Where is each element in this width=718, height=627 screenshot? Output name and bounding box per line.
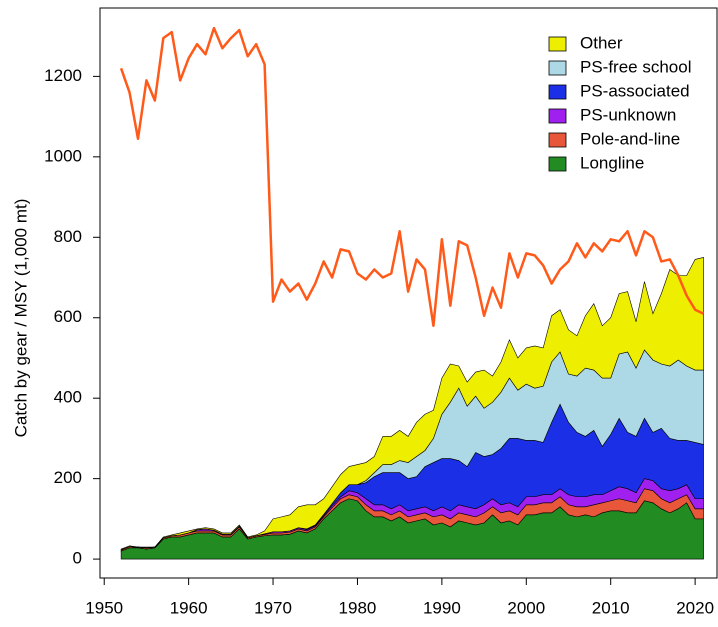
legend-swatch xyxy=(548,156,567,172)
x-tick-label: 1950 xyxy=(85,598,123,617)
line xyxy=(119,26,705,328)
y-tick-label: 1200 xyxy=(44,66,82,85)
x-tick-label: 2000 xyxy=(507,598,545,617)
y-tick-label: 0 xyxy=(73,549,82,568)
y-tick-label: 1000 xyxy=(44,146,82,165)
x-tick-label: 2020 xyxy=(676,598,714,617)
area xyxy=(120,257,704,551)
legend-label: PS-unknown xyxy=(580,105,676,124)
legend-swatch xyxy=(548,108,567,124)
y-tick-label: 800 xyxy=(54,227,82,246)
legend-label: Pole-and-line xyxy=(580,129,680,148)
y-tick-label: 600 xyxy=(54,307,82,326)
legend-swatch xyxy=(548,36,567,52)
legend-swatch xyxy=(548,132,567,148)
x-tick-label: 1990 xyxy=(423,598,461,617)
y-tick-label: 400 xyxy=(54,388,82,407)
x-tick-label: 1970 xyxy=(254,598,292,617)
x-tick-label: 1960 xyxy=(170,598,208,617)
legend-label: PS-associated xyxy=(580,81,690,100)
y-axis-label: Catch by gear / MSY (1,000 mt) xyxy=(11,199,30,438)
plot-frame xyxy=(99,7,718,579)
x-tick-label: 1980 xyxy=(339,598,377,617)
legend-swatch xyxy=(548,60,567,76)
legend-label: Other xyxy=(580,33,623,52)
y-tick-label: 200 xyxy=(54,468,82,487)
x-tick-label: 2010 xyxy=(592,598,630,617)
legend-label: PS-free school xyxy=(580,57,692,76)
legend-label: Longline xyxy=(580,153,644,172)
legend-swatch xyxy=(548,84,567,100)
